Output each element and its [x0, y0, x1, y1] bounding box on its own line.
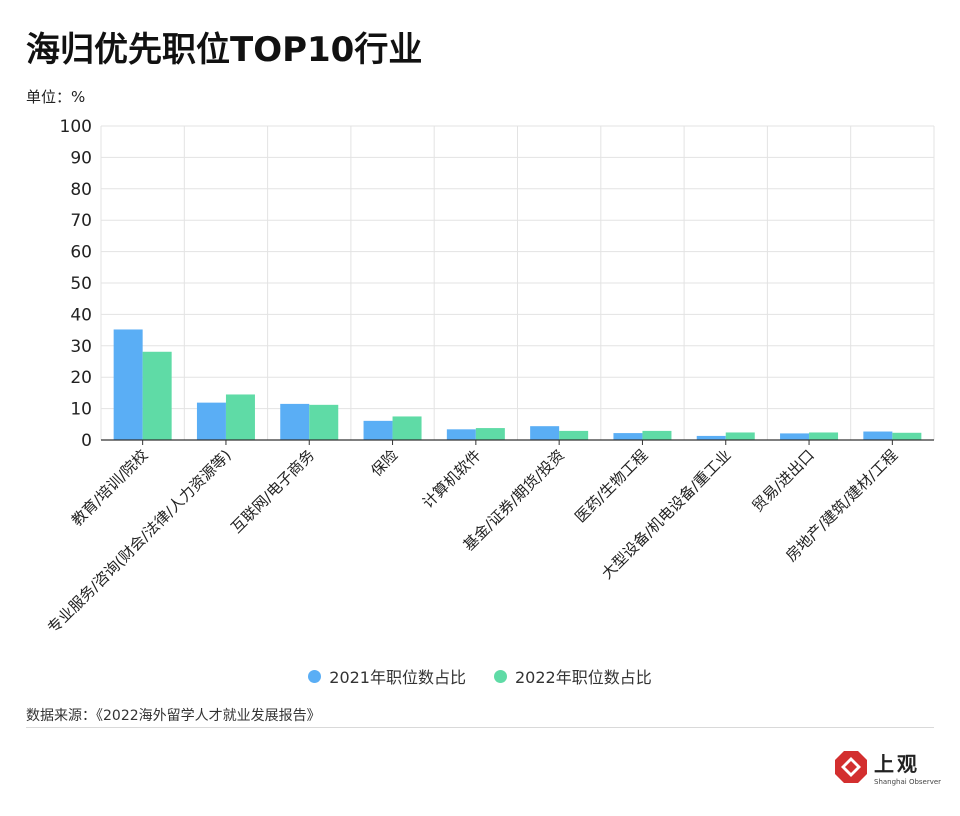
legend-swatch-2022	[494, 669, 507, 683]
logo-text-en: Shanghai Observer	[874, 778, 942, 786]
y-tick-label: 80	[70, 180, 92, 200]
legend-label-2021: 2021年职位数占比	[329, 668, 466, 687]
source-note: 数据来源：《2022海外留学人才就业发展报告》	[26, 708, 321, 724]
bar-2022	[725, 432, 755, 440]
legend-swatch-2021	[308, 669, 322, 683]
logo-icon	[835, 751, 867, 783]
x-tick-label: 保险	[367, 446, 401, 480]
bar-2022	[559, 430, 589, 440]
y-tick-label: 20	[70, 368, 92, 388]
legend: 2021年职位数占比 2022年职位数占比	[0, 664, 960, 688]
bar-2022	[309, 404, 339, 440]
y-tick-label: 90	[70, 148, 92, 168]
legend-item-2021: 2021年职位数占比	[308, 664, 466, 688]
bar-2021	[613, 433, 643, 440]
chart-title: 海归优先职位TOP10行业	[26, 30, 423, 70]
x-tick-label: 医药/生物工程	[571, 446, 651, 526]
bar-2022	[809, 432, 839, 440]
bar-2021	[196, 402, 226, 440]
y-tick-label: 100	[60, 117, 92, 137]
x-tick-label: 贸易/进出口	[749, 446, 818, 515]
y-tick-label: 10	[70, 400, 92, 420]
logo: 上观 Shanghai Observer	[834, 748, 941, 786]
bar-2022	[142, 351, 172, 440]
bar-2021	[780, 433, 810, 440]
bar-2022	[392, 416, 422, 440]
x-tick-label: 计算机软件	[419, 446, 485, 512]
y-tick-label: 50	[70, 274, 92, 294]
bar-2021	[446, 429, 476, 440]
legend-item-2022: 2022年职位数占比	[494, 664, 652, 688]
footer-divider	[26, 727, 934, 728]
bar-2022	[642, 430, 672, 440]
bar-2021	[530, 426, 560, 440]
x-tick-label: 互联网/电子商务	[228, 446, 319, 537]
y-tick-label: 30	[70, 337, 92, 357]
bar-2021	[696, 435, 726, 440]
y-tick-label: 60	[70, 243, 92, 263]
bar-2022	[225, 394, 255, 440]
y-tick-label: 0	[81, 431, 92, 451]
bar-2021	[280, 403, 310, 440]
y-tick-label: 40	[70, 305, 92, 325]
bar-2021	[363, 420, 393, 440]
bar-2022	[892, 432, 922, 440]
unit-label: 单位：%	[26, 88, 86, 106]
bar-2022	[475, 428, 505, 440]
bar-2021	[863, 431, 893, 440]
y-tick-label: 70	[70, 211, 92, 231]
bar-chart: 0 10 20 30 40 50 60 70 80 90 100 教育/培训/院校专业服务/咨询(财会…	[44, 117, 935, 637]
x-tick-label: 教育/培训/院校	[68, 446, 152, 530]
bar-2021	[113, 329, 143, 440]
legend-label-2022: 2022年职位数占比	[515, 668, 652, 687]
x-tick-label: 专业服务/咨询(财会/法律/人力资源等)	[44, 446, 235, 637]
logo-text-cn: 上观	[874, 752, 920, 776]
